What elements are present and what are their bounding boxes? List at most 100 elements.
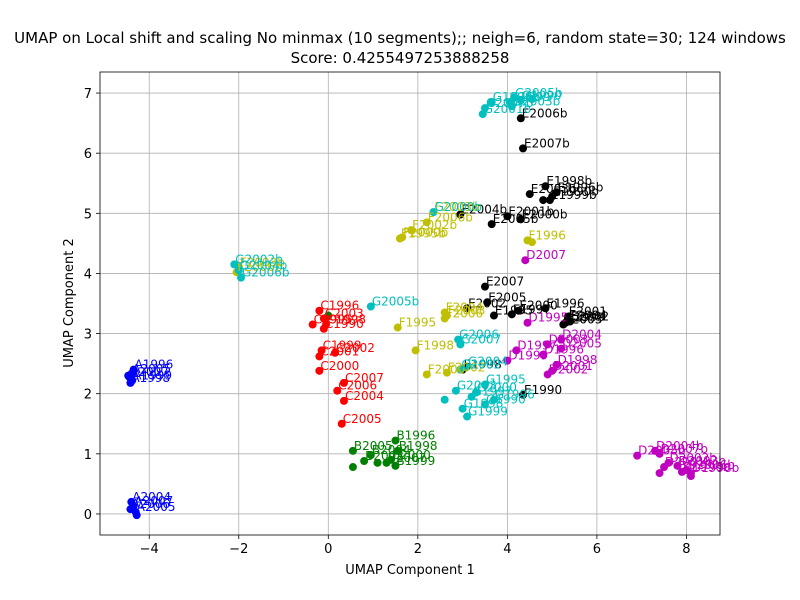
data-point: [516, 114, 525, 123]
data-point: [237, 273, 246, 282]
data-point: [463, 412, 472, 421]
data-point: [660, 463, 669, 472]
point-label: E2005b: [493, 212, 539, 226]
point-label: D1998: [558, 353, 598, 367]
point-label: G2006: [459, 328, 499, 342]
y-tick-label: 1: [84, 448, 92, 463]
data-point: [124, 371, 133, 380]
point-label: C1990: [325, 317, 364, 331]
data-point: [503, 212, 512, 221]
data-point: [333, 386, 342, 395]
point-label: E2002: [468, 296, 506, 310]
point-label: F2000b: [403, 225, 448, 239]
point-label: E2000b: [522, 207, 568, 221]
point-label: C2005: [343, 412, 382, 426]
point-label: E2002: [571, 310, 609, 324]
point-label: F2006: [446, 307, 483, 321]
point-label: F1995: [399, 316, 436, 330]
point-label: E2007: [486, 275, 524, 289]
point-label: A2007: [135, 494, 174, 508]
point-label: F2006b: [428, 210, 473, 224]
data-point: [456, 340, 465, 349]
y-tick-label: 2: [84, 388, 92, 403]
data-point: [480, 282, 489, 291]
point-label: E2003b: [531, 182, 577, 196]
point-label: D2002b: [670, 451, 717, 465]
point-label: D1995: [529, 311, 569, 325]
point-label: F2002: [448, 361, 485, 375]
data-point: [527, 238, 536, 247]
data-point: [543, 370, 552, 379]
point-label: F2003b: [240, 255, 285, 269]
point-label: C2007: [345, 371, 384, 385]
point-label: D2002: [549, 362, 589, 376]
point-label: E2000: [520, 299, 558, 313]
point-label: G1998: [464, 397, 504, 411]
data-point: [677, 467, 686, 476]
data-point: [463, 362, 472, 371]
data-point: [516, 215, 525, 224]
data-point: [539, 350, 548, 359]
point-label: G2005b: [372, 295, 419, 309]
point-label: D2003b: [678, 454, 725, 468]
data-point: [480, 104, 489, 113]
point-label: F1998: [417, 338, 454, 352]
y-tick-label: 7: [84, 87, 92, 102]
data-point: [566, 317, 575, 326]
data-point: [686, 472, 695, 481]
point-label: G2006b: [242, 266, 289, 280]
point-label: D2001: [553, 359, 593, 373]
point-label: C2003: [325, 307, 364, 321]
point-label: B1996: [396, 429, 435, 443]
point-label: D2007b: [661, 442, 708, 456]
point-label: G1999: [511, 90, 551, 104]
data-point: [411, 346, 420, 355]
point-label: F2003b: [435, 200, 480, 214]
x-tick-label: 2: [414, 542, 422, 557]
point-label: E2005: [488, 290, 526, 304]
point-label: E2004b: [461, 203, 507, 217]
data-point: [512, 346, 521, 355]
data-point: [463, 304, 472, 313]
y-tick-label: 4: [84, 267, 92, 282]
x-axis-label: UMAP Component 1: [345, 563, 474, 578]
data-point: [487, 220, 496, 229]
point-label: E1999b: [551, 188, 597, 202]
point-label: B1998: [399, 439, 438, 453]
data-point: [234, 266, 243, 275]
data-point: [633, 451, 642, 460]
point-label: F2004: [446, 301, 483, 315]
data-point: [440, 395, 449, 404]
data-point: [317, 346, 326, 355]
point-label: E1998: [464, 358, 502, 372]
point-label: D1999: [508, 349, 548, 363]
point-label: G1995: [486, 373, 526, 387]
point-label: E1999: [567, 311, 605, 325]
point-label: E1996b: [558, 180, 604, 194]
data-point: [519, 144, 528, 153]
y-axis-ticks: 0 1 2 3 4 5 6 7: [84, 87, 100, 523]
point-label: G1990: [486, 393, 526, 407]
point-label: C1996: [320, 299, 359, 313]
data-point: [429, 208, 438, 217]
data-point: [483, 298, 492, 307]
data-point: [315, 366, 324, 375]
point-label: B2003: [365, 449, 404, 463]
y-tick-label: 5: [84, 207, 92, 222]
point-label: E2001b: [508, 204, 554, 218]
point-label: D2004b: [656, 439, 703, 453]
data-point: [655, 469, 664, 478]
data-point: [552, 360, 561, 369]
point-label: D1996: [544, 343, 584, 357]
point-label: E2006b: [522, 106, 568, 120]
point-label: G2001b: [484, 102, 531, 116]
point-label: F2006b: [238, 260, 283, 274]
point-label: C2006: [338, 379, 377, 393]
data-point: [456, 210, 465, 219]
point-label: D1996b: [683, 460, 730, 474]
data-point: [456, 365, 465, 374]
data-point: [487, 98, 496, 107]
point-label: F2000: [428, 362, 465, 376]
data-point: [478, 110, 487, 119]
